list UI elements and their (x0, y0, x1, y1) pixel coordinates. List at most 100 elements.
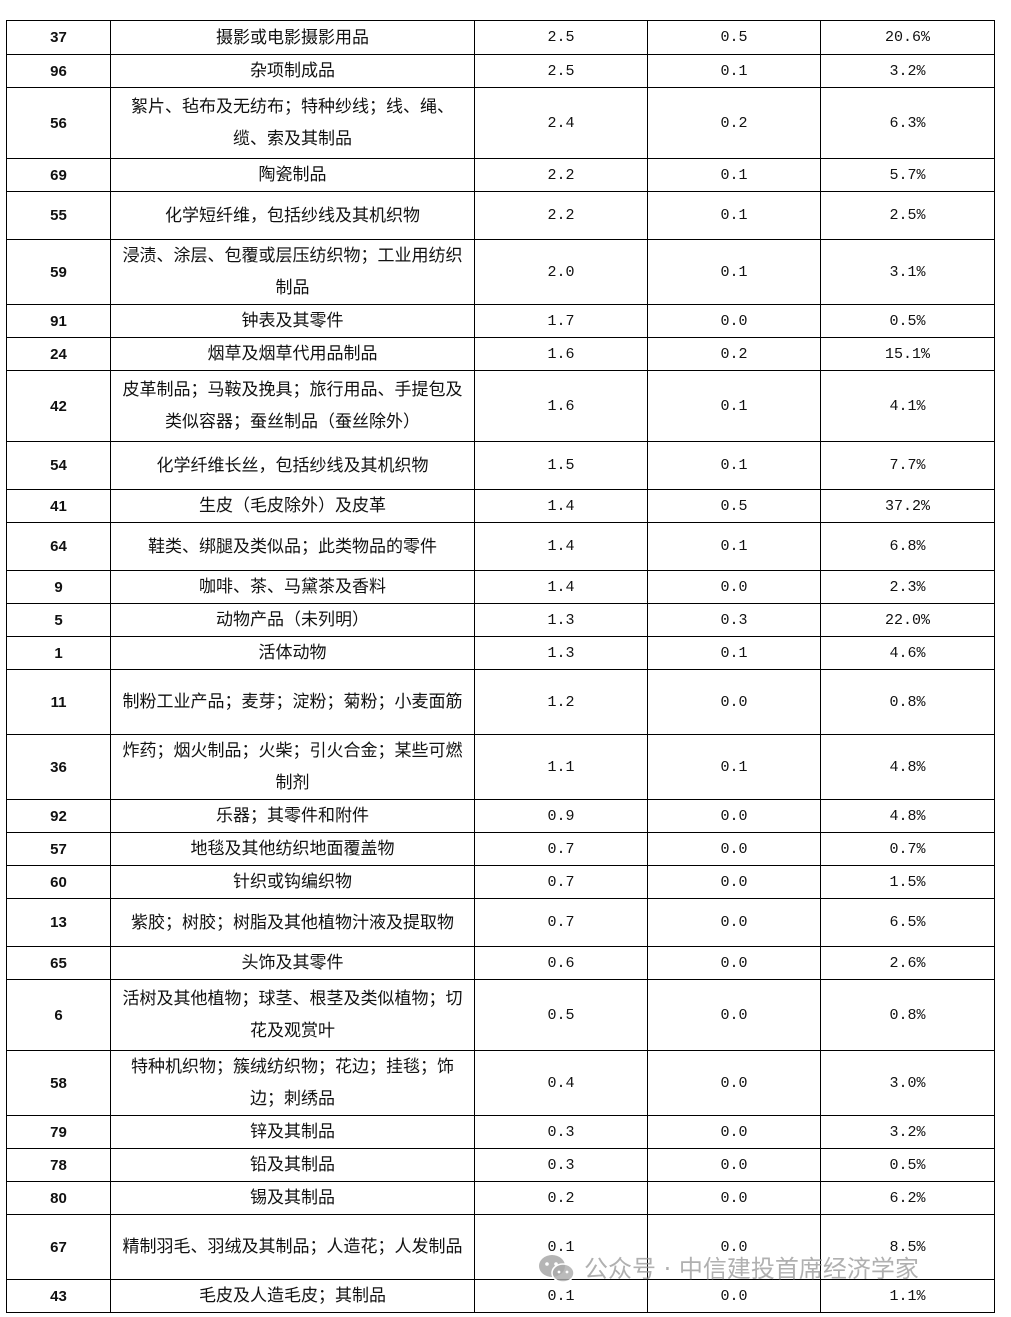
table-row: 36 炸药；烟火制品；火柴；引火合金；某些可燃制剂 1.1 0.1 4.8% (6, 734, 995, 800)
cell-value-1: 0.2 (474, 1181, 648, 1215)
cell-percent: 6.3% (820, 87, 995, 159)
cell-name: 炸药；烟火制品；火柴；引火合金；某些可燃制剂 (110, 734, 475, 800)
table-row: 24 烟草及烟草代用品制品 1.6 0.2 15.1% (6, 337, 995, 371)
table-row: 92 乐器；其零件和附件 0.9 0.0 4.8% (6, 799, 995, 833)
cell-value-2: 0.1 (647, 54, 821, 88)
cell-value-1: 1.6 (474, 370, 648, 442)
cell-code: 36 (6, 734, 111, 800)
cell-value-2: 0.0 (647, 1115, 821, 1149)
cell-code: 64 (6, 522, 111, 571)
cell-code: 5 (6, 603, 111, 637)
cell-code: 79 (6, 1115, 111, 1149)
cell-percent: 3.1% (820, 239, 995, 305)
cell-code: 6 (6, 979, 111, 1051)
cell-code: 91 (6, 304, 111, 338)
cell-name: 制粉工业产品；麦芽；淀粉；菊粉；小麦面筋 (110, 669, 475, 735)
cell-name: 铅及其制品 (110, 1148, 475, 1182)
cell-value-1: 1.4 (474, 489, 648, 523)
cell-value-2: 0.5 (647, 20, 821, 55)
cell-percent: 6.8% (820, 522, 995, 571)
cell-value-1: 1.7 (474, 304, 648, 338)
cell-name: 咖啡、茶、马黛茶及香料 (110, 570, 475, 604)
cell-value-2: 0.0 (647, 865, 821, 899)
table-row: 1 活体动物 1.3 0.1 4.6% (6, 636, 995, 670)
cell-name: 钟表及其零件 (110, 304, 475, 338)
cell-percent: 2.6% (820, 946, 995, 980)
cell-value-2: 0.3 (647, 603, 821, 637)
cell-value-2: 0.0 (647, 570, 821, 604)
cell-code: 67 (6, 1214, 111, 1280)
cell-value-2: 0.0 (647, 1181, 821, 1215)
cell-code: 96 (6, 54, 111, 88)
cell-name: 精制羽毛、羽绒及其制品；人造花；人发制品 (110, 1214, 475, 1280)
cell-value-1: 1.3 (474, 636, 648, 670)
cell-value-1: 0.4 (474, 1050, 648, 1116)
cell-value-2: 0.0 (647, 898, 821, 947)
cell-percent: 6.5% (820, 898, 995, 947)
table-row: 58 特种机织物；簇绒纺织物；花边；挂毯；饰边；刺绣品 0.4 0.0 3.0% (6, 1050, 995, 1116)
cell-percent: 3.2% (820, 1115, 995, 1149)
cell-percent: 1.5% (820, 865, 995, 899)
cell-code: 65 (6, 946, 111, 980)
cell-value-1: 1.2 (474, 669, 648, 735)
table-row: 13 紫胶；树胶；树脂及其他植物汁液及提取物 0.7 0.0 6.5% (6, 898, 995, 947)
cell-value-1: 1.5 (474, 441, 648, 490)
cell-value-1: 1.4 (474, 522, 648, 571)
cell-code: 80 (6, 1181, 111, 1215)
cell-name: 杂项制成品 (110, 54, 475, 88)
cell-percent: 37.2% (820, 489, 995, 523)
table-row: 54 化学纤维长丝，包括纱线及其机织物 1.5 0.1 7.7% (6, 441, 995, 490)
cell-percent: 4.6% (820, 636, 995, 670)
cell-value-1: 2.5 (474, 54, 648, 88)
cell-percent: 4.1% (820, 370, 995, 442)
cell-name: 动物产品（未列明） (110, 603, 475, 637)
cell-value-2: 0.0 (647, 1050, 821, 1116)
cell-value-2: 0.0 (647, 799, 821, 833)
cell-name: 紫胶；树胶；树脂及其他植物汁液及提取物 (110, 898, 475, 947)
cell-code: 58 (6, 1050, 111, 1116)
cell-value-1: 1.4 (474, 570, 648, 604)
cell-code: 37 (6, 20, 111, 55)
cell-value-1: 2.0 (474, 239, 648, 305)
cell-value-1: 0.3 (474, 1115, 648, 1149)
cell-value-2: 0.1 (647, 191, 821, 240)
table-row: 43 毛皮及人造毛皮；其制品 0.1 0.0 1.1% (6, 1279, 995, 1313)
cell-percent: 1.1% (820, 1279, 995, 1313)
cell-name: 毛皮及人造毛皮；其制品 (110, 1279, 475, 1313)
cell-code: 24 (6, 337, 111, 371)
cell-code: 1 (6, 636, 111, 670)
cell-value-1: 2.4 (474, 87, 648, 159)
cell-code: 60 (6, 865, 111, 899)
cell-percent: 0.5% (820, 1148, 995, 1182)
table-row: 42 皮革制品；马鞍及挽具；旅行用品、手提包及类似容器；蚕丝制品（蚕丝除外） 1.6… (6, 370, 995, 442)
cell-value-1: 0.3 (474, 1148, 648, 1182)
cell-value-1: 1.3 (474, 603, 648, 637)
table-row: 59 浸渍、涂层、包覆或层压纺织物；工业用纺织制品 2.0 0.1 3.1% (6, 239, 995, 305)
cell-name: 化学纤维长丝，包括纱线及其机织物 (110, 441, 475, 490)
cell-name: 特种机织物；簇绒纺织物；花边；挂毯；饰边；刺绣品 (110, 1050, 475, 1116)
cell-value-1: 2.5 (474, 20, 648, 55)
cell-value-1: 0.5 (474, 979, 648, 1051)
cell-code: 92 (6, 799, 111, 833)
cell-name: 絮片、毡布及无纺布；特种纱线；线、绳、缆、索及其制品 (110, 87, 475, 159)
cell-value-1: 0.6 (474, 946, 648, 980)
cell-percent: 7.7% (820, 441, 995, 490)
cell-percent: 5.7% (820, 158, 995, 192)
cell-value-2: 0.0 (647, 1214, 821, 1280)
cell-name: 头饰及其零件 (110, 946, 475, 980)
cell-percent: 0.8% (820, 979, 995, 1051)
cell-code: 9 (6, 570, 111, 604)
cell-percent: 2.3% (820, 570, 995, 604)
cell-name: 摄影或电影摄影用品 (110, 20, 475, 55)
cell-value-2: 0.1 (647, 239, 821, 305)
cell-value-2: 0.0 (647, 304, 821, 338)
cell-value-2: 0.0 (647, 832, 821, 866)
cell-name: 锡及其制品 (110, 1181, 475, 1215)
cell-percent: 4.8% (820, 734, 995, 800)
cell-value-1: 1.1 (474, 734, 648, 800)
cell-name: 皮革制品；马鞍及挽具；旅行用品、手提包及类似容器；蚕丝制品（蚕丝除外） (110, 370, 475, 442)
cell-code: 57 (6, 832, 111, 866)
table-row: 64 鞋类、绑腿及类似品；此类物品的零件 1.4 0.1 6.8% (6, 522, 995, 571)
table-row: 6 活树及其他植物；球茎、根茎及类似植物；切花及观赏叶 0.5 0.0 0.8% (6, 979, 995, 1051)
watermark: 公众号 · 中信建投首席经济学家 (538, 1255, 919, 1283)
